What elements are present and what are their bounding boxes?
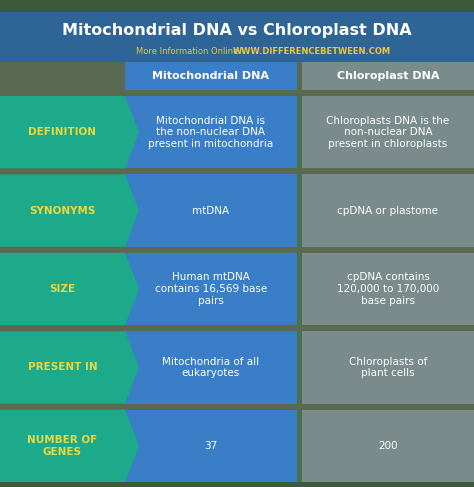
Bar (125, 62, 297, 90)
Text: WWW.DIFFERENCEBETWEEN.COM: WWW.DIFFERENCEBETWEEN.COM (233, 46, 391, 56)
Text: cpDNA contains
120,000 to 170,000
base pairs: cpDNA contains 120,000 to 170,000 base p… (337, 272, 439, 306)
Bar (302, 96, 474, 169)
Bar (125, 410, 297, 482)
Text: Mitochondrial DNA is
the non-nuclear DNA
present in mitochondria: Mitochondrial DNA is the non-nuclear DNA… (148, 115, 273, 149)
Text: More Information Online: More Information Online (136, 46, 238, 56)
Polygon shape (0, 96, 139, 169)
Text: Mitochondrial DNA vs Chloroplast DNA: Mitochondrial DNA vs Chloroplast DNA (62, 23, 412, 38)
Polygon shape (0, 174, 139, 247)
Text: SIZE: SIZE (49, 284, 75, 294)
Text: 37: 37 (204, 441, 218, 451)
Text: 200: 200 (378, 441, 398, 451)
Text: SYNONYMS: SYNONYMS (29, 206, 96, 216)
Polygon shape (0, 410, 139, 482)
Bar (125, 96, 297, 169)
Bar (125, 331, 297, 404)
Bar (302, 62, 474, 90)
Bar (302, 331, 474, 404)
Bar (0, 253, 474, 325)
Bar (0, 410, 474, 482)
Bar (0, 96, 474, 169)
Bar (302, 253, 474, 325)
Text: NUMBER OF
GENES: NUMBER OF GENES (27, 435, 98, 457)
Bar (0, 174, 474, 247)
Bar (0, 12, 474, 62)
Text: Mitochondria of all
eukaryotes: Mitochondria of all eukaryotes (163, 356, 260, 378)
Bar (0, 0, 474, 12)
Bar (0, 331, 474, 404)
Polygon shape (0, 331, 139, 404)
Text: Chloroplasts of
plant cells: Chloroplasts of plant cells (349, 356, 427, 378)
Bar (0, 482, 474, 487)
Text: mtDNA: mtDNA (192, 206, 229, 216)
Bar (302, 410, 474, 482)
Text: Chloroplast DNA: Chloroplast DNA (337, 71, 439, 81)
Text: cpDNA or plastome: cpDNA or plastome (337, 206, 438, 216)
Bar (125, 253, 297, 325)
Polygon shape (0, 253, 139, 325)
Text: Chloroplasts DNA is the
non-nuclear DNA
present in chloroplasts: Chloroplasts DNA is the non-nuclear DNA … (327, 115, 450, 149)
Bar (125, 174, 297, 247)
Text: DEFINITION: DEFINITION (28, 127, 97, 137)
Text: Human mtDNA
contains 16,569 base
pairs: Human mtDNA contains 16,569 base pairs (155, 272, 267, 306)
Text: Mitochondrial DNA: Mitochondrial DNA (153, 71, 270, 81)
Text: PRESENT IN: PRESENT IN (27, 362, 97, 373)
Bar (302, 174, 474, 247)
